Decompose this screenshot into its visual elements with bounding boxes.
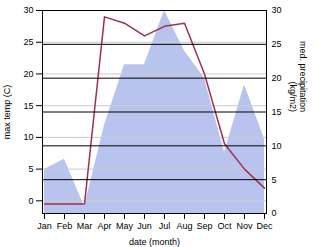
svg-text:5: 5 (28, 164, 33, 174)
svg-text:Mar: Mar (77, 221, 93, 231)
svg-text:10: 10 (23, 132, 33, 142)
svg-text:Dec: Dec (256, 221, 273, 231)
svg-text:Oct: Oct (217, 221, 232, 231)
svg-text:Jul: Jul (159, 221, 171, 231)
svg-text:May: May (116, 221, 134, 231)
svg-text:15: 15 (272, 107, 282, 117)
svg-text:date (month): date (month) (129, 237, 180, 247)
svg-text:Jun: Jun (137, 221, 152, 231)
svg-text:25: 25 (23, 37, 33, 47)
svg-text:20: 20 (23, 69, 33, 79)
svg-text:5: 5 (272, 175, 277, 185)
svg-text:0: 0 (28, 196, 33, 206)
svg-text:Aug: Aug (176, 221, 192, 231)
svg-text:30: 30 (23, 5, 33, 15)
svg-text:max temp (C): max temp (C) (2, 85, 12, 140)
svg-text:Apr: Apr (97, 221, 111, 231)
svg-text:15: 15 (23, 101, 33, 111)
svg-text:Feb: Feb (57, 221, 73, 231)
svg-text:20: 20 (272, 73, 282, 83)
svg-text:25: 25 (272, 39, 282, 49)
svg-text:Nov: Nov (236, 221, 253, 231)
svg-text:0: 0 (272, 208, 277, 218)
svg-text:Jan: Jan (37, 221, 52, 231)
svg-text:med. precipitation(kg/m2): med. precipitation(kg/m2) (288, 41, 308, 112)
svg-text:Sep: Sep (196, 221, 212, 231)
svg-text:10: 10 (272, 141, 282, 151)
svg-text:30: 30 (272, 5, 282, 15)
